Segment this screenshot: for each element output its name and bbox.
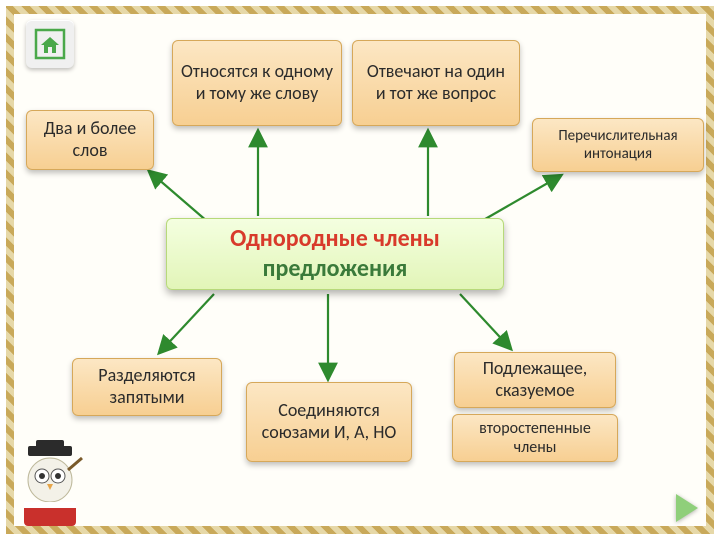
home-icon bbox=[33, 27, 67, 61]
node-intonation-label: Перечислительная интонация bbox=[541, 127, 695, 163]
node-same-question-label: Отвечают на один и тот же вопрос bbox=[361, 61, 511, 104]
center-line2: предложения bbox=[263, 254, 408, 283]
center-title: Однородные члены предложения bbox=[166, 218, 504, 290]
owl-mascot-icon bbox=[14, 440, 86, 530]
next-slide-button[interactable] bbox=[676, 494, 698, 522]
node-intonation: Перечислительная интонация bbox=[532, 118, 704, 172]
node-same-question: Отвечают на один и тот же вопрос bbox=[352, 40, 520, 126]
node-two-words: Два и более слов bbox=[26, 110, 154, 170]
node-commas-label: Разделяются запятыми bbox=[81, 365, 213, 408]
node-two-words-label: Два и более слов bbox=[35, 118, 145, 161]
node-secondary: второстепенные члены bbox=[452, 414, 618, 462]
node-commas: Разделяются запятыми bbox=[72, 358, 222, 416]
node-subject: Подлежащее, сказуемое bbox=[454, 352, 616, 408]
node-same-word: Относятся к одному и тому же слову bbox=[172, 40, 342, 126]
node-secondary-label: второстепенные члены bbox=[461, 419, 609, 457]
node-subject-label: Подлежащее, сказуемое bbox=[463, 358, 607, 401]
center-line1: Однородные члены bbox=[230, 224, 440, 253]
node-unions-label: Соединяются союзами И, А, НО bbox=[255, 400, 403, 443]
home-button[interactable] bbox=[26, 20, 74, 68]
node-same-word-label: Относятся к одному и тому же слову bbox=[181, 61, 333, 104]
node-unions: Соединяются союзами И, А, НО bbox=[246, 382, 412, 462]
